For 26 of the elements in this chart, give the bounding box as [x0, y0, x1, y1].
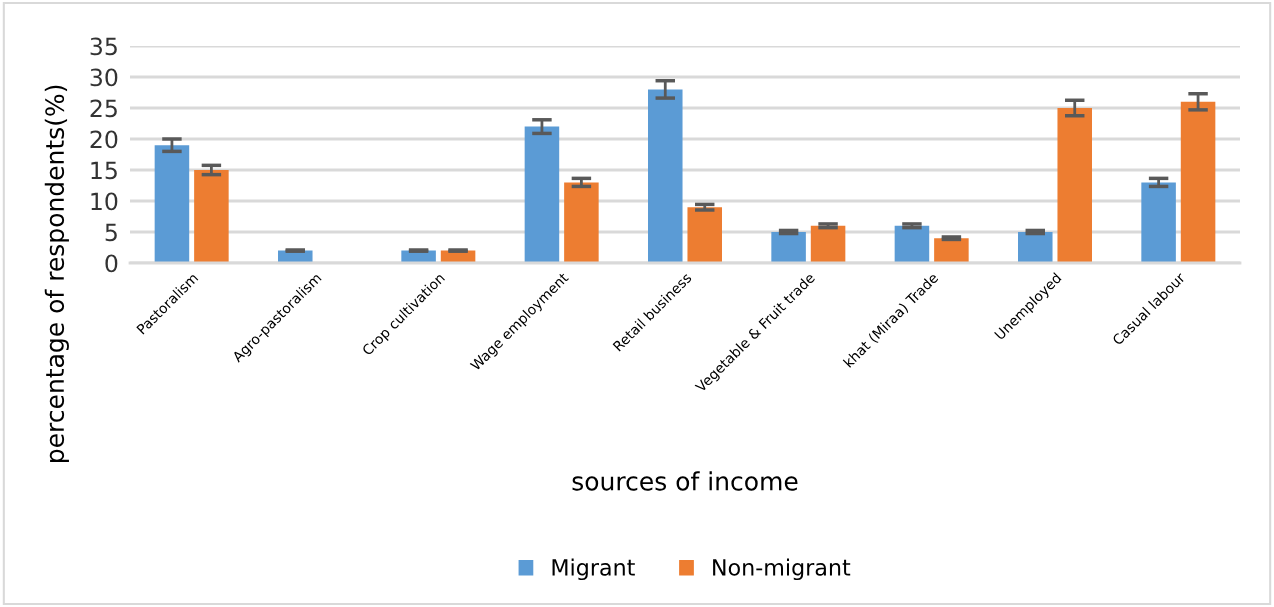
bar: [1180, 101, 1216, 263]
y-tick-label: 25: [90, 99, 117, 118]
bar: [564, 182, 599, 263]
bar: [934, 238, 969, 263]
legend-label: Migrant: [552, 558, 635, 581]
bar: [1057, 108, 1092, 263]
y-axis-title: percentage of respondents(%): [44, 85, 69, 462]
bar: [154, 145, 190, 263]
y-tick-label: 20: [90, 130, 118, 149]
y-tick-label: 0: [105, 254, 118, 273]
bar: [1141, 182, 1176, 263]
y-tick-label: 5: [105, 223, 117, 242]
bar: [687, 207, 722, 263]
bar: [1018, 232, 1053, 263]
bar: [771, 232, 806, 263]
y-tick-label: 30: [90, 68, 118, 87]
bar: [894, 225, 930, 263]
bar: [524, 126, 560, 263]
legend-label: Non-migrant: [713, 558, 851, 581]
bar: [194, 170, 229, 263]
x-axis-title: sources of income: [572, 471, 798, 491]
y-tick-label: 35: [90, 37, 117, 56]
y-tick-label: 10: [91, 192, 118, 211]
bar: [810, 225, 846, 263]
y-tick-label: 15: [91, 161, 117, 180]
bar: [648, 89, 683, 263]
